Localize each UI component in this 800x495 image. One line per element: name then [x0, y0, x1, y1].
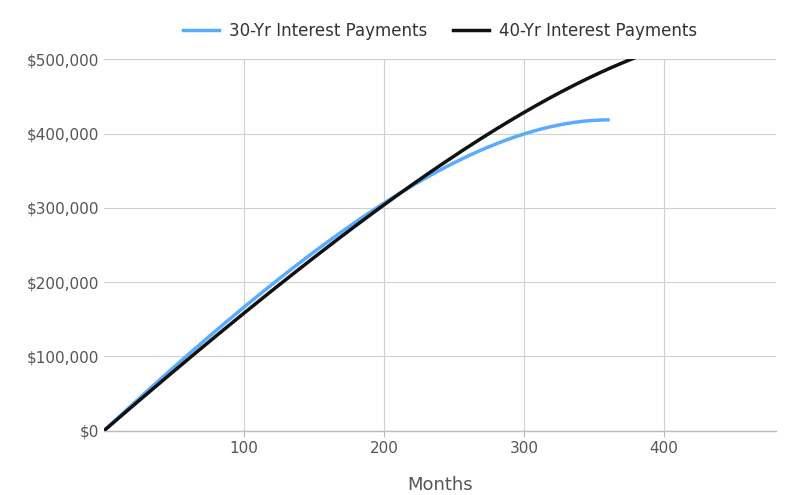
40-Yr Interest Payments [740, 26, 750, 32]
40-Yr Interest Payments [771, 24, 781, 30]
Line: 30-Yr Interest Payments: 30-Yr Interest Payments [104, 120, 608, 431]
30-Yr Interest Payments [414, 179, 424, 185]
40-Yr Interest Payments [573, 81, 582, 87]
40-Yr Interest Payments [594, 70, 605, 76]
Line: 40-Yr Interest Payments: 40-Yr Interest Payments [104, 27, 776, 431]
30-Yr Interest Payments [114, 415, 123, 421]
Legend: 30-Yr Interest Payments, 40-Yr Interest Payments: 30-Yr Interest Payments, 40-Yr Interest … [176, 16, 704, 47]
30-Yr Interest Payments [403, 186, 413, 192]
30-Yr Interest Payments [99, 428, 109, 434]
40-Yr Interest Payments [404, 184, 414, 190]
40-Yr Interest Payments [99, 428, 109, 434]
X-axis label: Months: Months [407, 476, 473, 494]
30-Yr Interest Payments [193, 344, 202, 349]
30-Yr Interest Payments [386, 196, 396, 201]
40-Yr Interest Payments [439, 160, 449, 166]
30-Yr Interest Payments [603, 117, 613, 123]
30-Yr Interest Payments [542, 125, 551, 131]
40-Yr Interest Payments [586, 74, 596, 80]
